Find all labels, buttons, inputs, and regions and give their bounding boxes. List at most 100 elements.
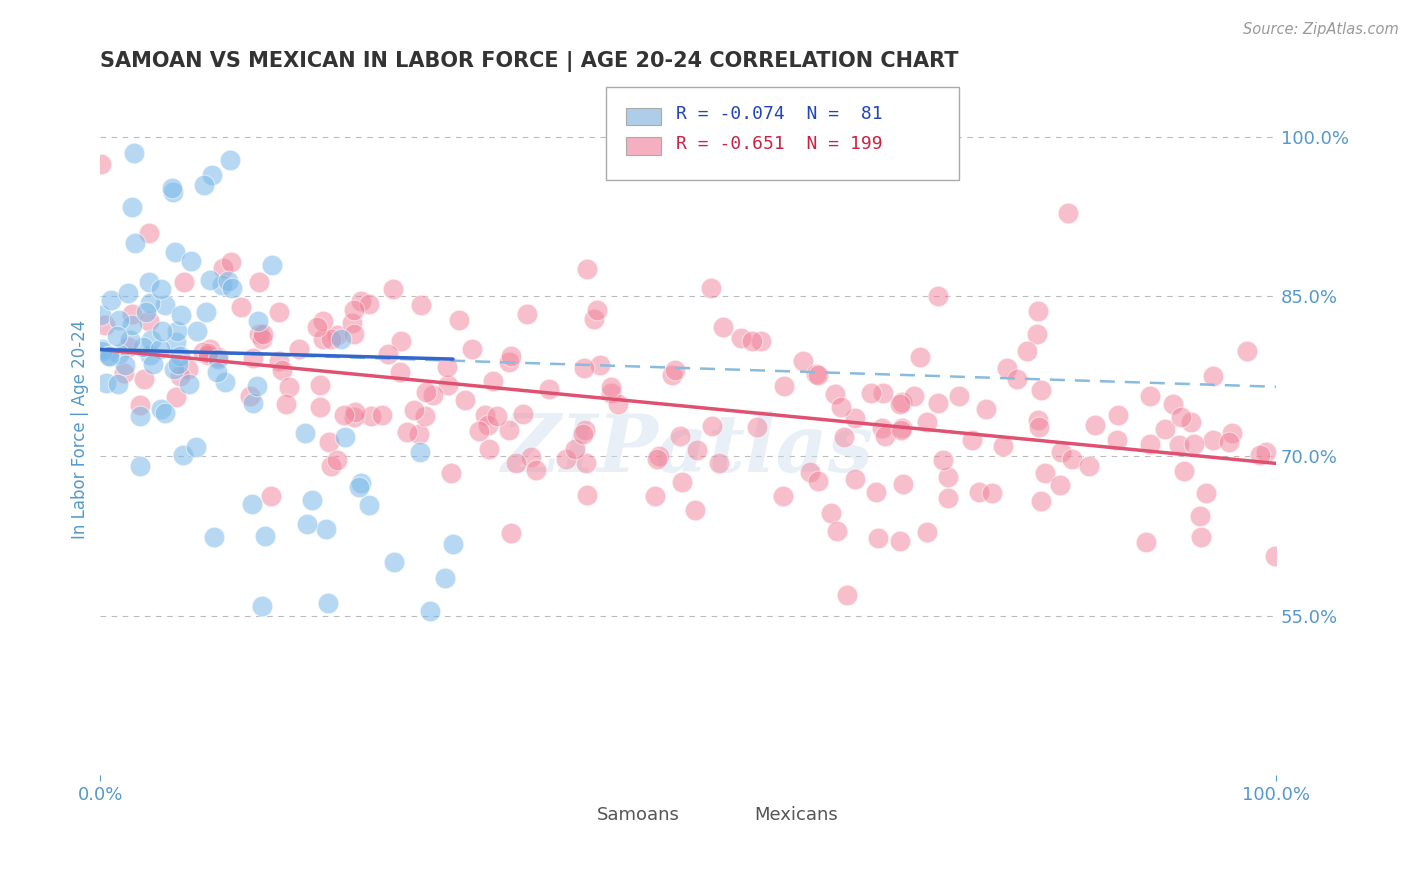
Point [389, 365, 412, 379]
Point [177, 362, 200, 376]
Point [118, 334, 141, 348]
Point [835, 588, 858, 602]
Point [253, 529, 276, 543]
Point [1220, 426, 1243, 441]
Point [1195, 486, 1218, 500]
Point [166, 324, 188, 338]
Point [260, 258, 283, 272]
Point [499, 349, 522, 363]
Point [180, 254, 202, 268]
Point [520, 450, 543, 464]
Point [107, 377, 129, 392]
Point [671, 475, 693, 490]
Point [198, 342, 221, 356]
Point [844, 411, 866, 425]
Point [242, 396, 264, 410]
Point [537, 382, 560, 396]
Point [90, 343, 112, 358]
Point [138, 314, 160, 328]
Point [129, 398, 152, 412]
FancyBboxPatch shape [711, 804, 745, 826]
Point [347, 480, 370, 494]
Point [664, 363, 686, 377]
Point [309, 378, 332, 392]
Point [121, 200, 143, 214]
Point [1026, 303, 1049, 318]
Point [1135, 534, 1157, 549]
Point [865, 485, 887, 500]
Point [139, 333, 162, 347]
Point [875, 428, 897, 442]
Point [309, 400, 332, 414]
Point [139, 295, 162, 310]
Point [1060, 451, 1083, 466]
Point [98, 350, 121, 364]
Point [252, 327, 274, 342]
Point [974, 401, 997, 416]
Point [321, 332, 343, 346]
Point [121, 307, 143, 321]
Point [205, 365, 228, 379]
Point [824, 387, 846, 401]
Point [124, 235, 146, 250]
Point [505, 456, 527, 470]
Point [1202, 433, 1225, 447]
Point [891, 421, 914, 435]
Point [214, 375, 236, 389]
Point [357, 296, 380, 310]
Point [468, 424, 491, 438]
Point [163, 361, 186, 376]
Point [411, 298, 433, 312]
Point [319, 459, 342, 474]
Point [122, 146, 145, 161]
Point [142, 358, 165, 372]
FancyBboxPatch shape [626, 137, 661, 154]
Point [315, 522, 337, 536]
Point [1139, 437, 1161, 451]
Point [231, 300, 253, 314]
Point [350, 475, 373, 490]
Point [891, 395, 914, 409]
Point [165, 244, 187, 259]
Point [408, 426, 430, 441]
Point [872, 421, 894, 435]
Point [872, 386, 894, 401]
Point [98, 349, 121, 363]
Text: SAMOAN VS MEXICAN IN LABOR FORCE | AGE 20-24 CORRELATION CHART: SAMOAN VS MEXICAN IN LABOR FORCE | AGE 2… [100, 51, 959, 71]
Point [1264, 549, 1286, 564]
Point [908, 350, 931, 364]
Point [132, 340, 155, 354]
Point [149, 342, 172, 356]
Point [891, 477, 914, 491]
Point [1189, 509, 1212, 524]
Point [995, 361, 1018, 376]
Point [582, 312, 605, 326]
Point [172, 448, 194, 462]
Point [1153, 422, 1175, 436]
Point [498, 423, 520, 437]
Point [454, 393, 477, 408]
Point [200, 168, 222, 182]
Point [437, 378, 460, 392]
Point [820, 506, 842, 520]
Point [938, 491, 960, 505]
Point [1029, 494, 1052, 508]
Point [326, 328, 349, 343]
Point [219, 255, 242, 269]
Point [749, 334, 772, 348]
Point [1031, 383, 1053, 397]
Point [1049, 478, 1071, 492]
Point [917, 415, 939, 429]
Text: Mexicans: Mexicans [754, 805, 838, 824]
Point [555, 452, 578, 467]
Point [242, 351, 264, 365]
Point [477, 418, 499, 433]
Point [288, 342, 311, 356]
Point [160, 181, 183, 195]
Point [516, 307, 538, 321]
Point [575, 262, 598, 277]
Point [436, 360, 458, 375]
Point [269, 305, 291, 319]
Point [155, 406, 177, 420]
Point [1005, 372, 1028, 386]
